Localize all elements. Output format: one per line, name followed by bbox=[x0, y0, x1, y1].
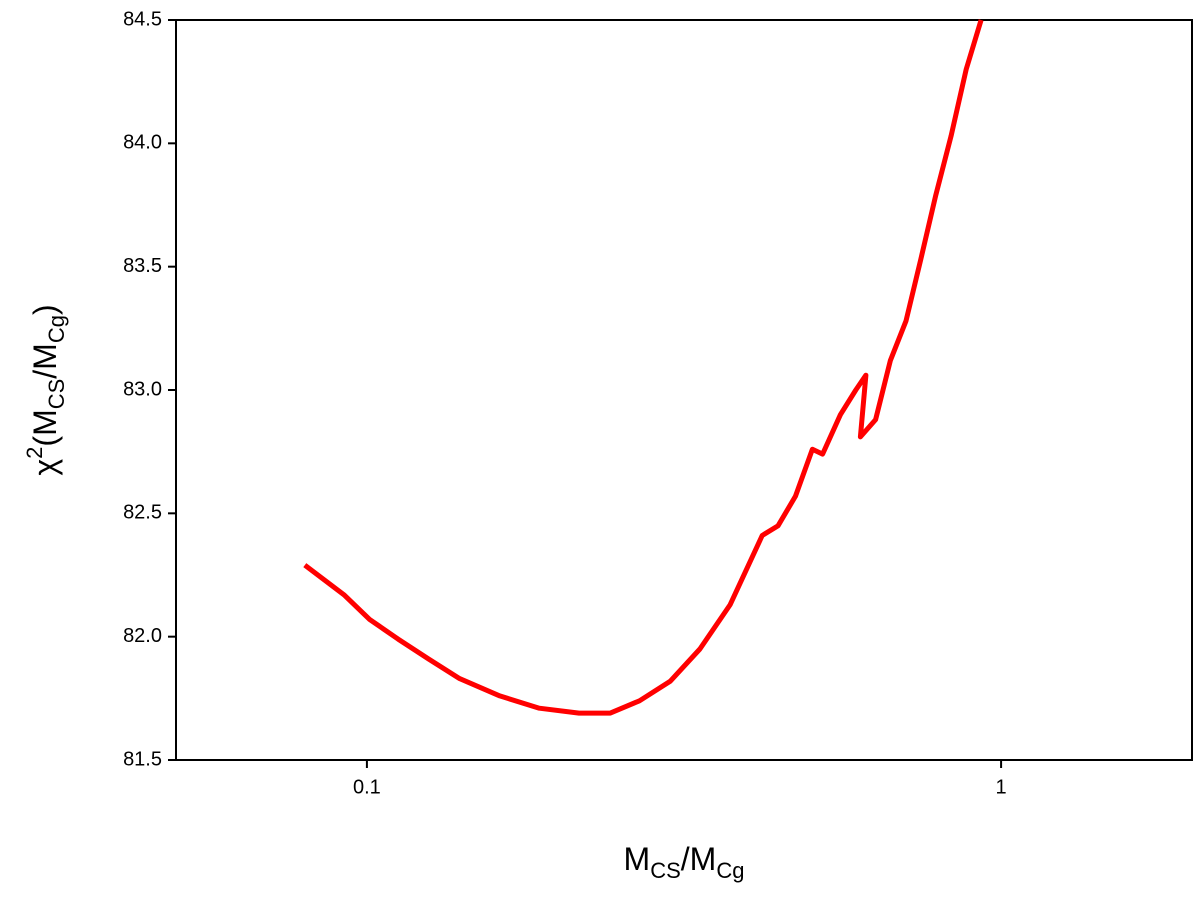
plot-frame bbox=[175, 19, 1193, 761]
y-tick-label: 83.5 bbox=[123, 255, 162, 277]
y-label: χ2(MCS/MCg) bbox=[22, 304, 69, 475]
y-label-part: Cg bbox=[44, 315, 69, 343]
y-tick-label: 82.5 bbox=[123, 502, 162, 524]
y-tick-label: 82.0 bbox=[123, 625, 162, 647]
y-label-part: (M bbox=[27, 409, 63, 446]
y-label-part: χ bbox=[27, 459, 63, 476]
x-label-part: Cg bbox=[716, 858, 744, 883]
y-tick-label: 84.5 bbox=[123, 8, 162, 30]
x-tick-label: 1 bbox=[996, 776, 1007, 798]
x-label: MCS/MCg bbox=[624, 841, 745, 882]
y-tick-label: 83.0 bbox=[123, 378, 162, 400]
y-label-part: CS bbox=[44, 379, 69, 410]
x-label-part: CS bbox=[650, 858, 681, 883]
x-label-part: /M bbox=[681, 841, 717, 877]
data-line bbox=[303, 19, 984, 716]
y-tick-label: 81.5 bbox=[123, 748, 162, 770]
y-tick-label: 84.0 bbox=[123, 132, 162, 154]
x-tick-label: 0.1 bbox=[353, 776, 381, 798]
y-label-part: 2 bbox=[22, 447, 47, 459]
y-label-part: ) bbox=[27, 304, 63, 315]
y-label-part: /M bbox=[27, 343, 63, 379]
x-label-part: M bbox=[624, 841, 651, 877]
